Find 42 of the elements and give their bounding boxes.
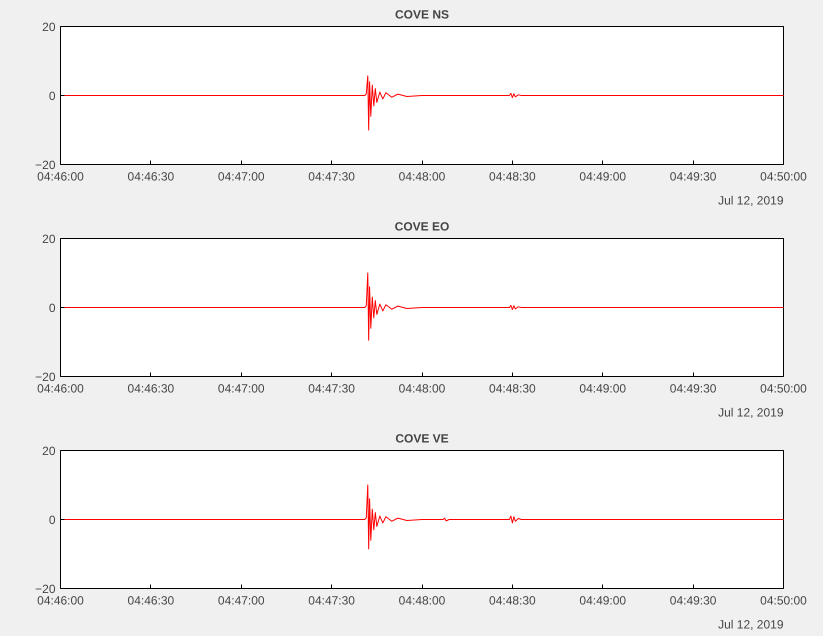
x-tick-label: 04:47:30 — [308, 170, 356, 184]
x-tick-label: 04:49:30 — [670, 170, 717, 184]
y-tick-label: 0 — [48, 301, 56, 315]
y-tick-label: 20 — [42, 444, 56, 458]
x-tick-label: 04:46:00 — [37, 594, 84, 608]
y-tick-label: 20 — [42, 20, 56, 34]
x-tick-label: 04:50:00 — [760, 382, 808, 396]
x-tick-label: 04:48:30 — [489, 594, 536, 608]
text: Jul 12, 2019 — [718, 194, 784, 208]
chart-title: COVE NS — [394, 8, 450, 22]
chart-title: COVE VE — [395, 432, 449, 446]
x-tick-label: 04:50:00 — [760, 594, 808, 608]
y-tick-label: −20 — [35, 370, 56, 384]
x-tick-label: 04:48:30 — [489, 170, 536, 184]
y-tick-label: 0 — [48, 513, 56, 527]
x-tick-label: 04:48:00 — [398, 594, 446, 608]
x-tick-label: 04:49:00 — [579, 382, 626, 396]
x-tick-label: 04:49:00 — [579, 594, 626, 608]
x-tick-label: 04:46:30 — [128, 382, 175, 396]
x-tick-label: 04:49:30 — [670, 382, 717, 396]
x-tick-label: 04:46:30 — [128, 170, 175, 184]
y-tick-label: −20 — [35, 158, 56, 172]
y-tick-label: −20 — [35, 582, 56, 596]
y-tick-label: 0 — [48, 89, 56, 103]
x-tick-label: 04:47:30 — [308, 594, 356, 608]
x-tick-label: 04:46:30 — [128, 594, 175, 608]
chart-title: COVE EO — [394, 220, 450, 234]
x-tick-label: 04:47:00 — [218, 382, 265, 396]
x-tick-label: 04:47:00 — [218, 594, 265, 608]
x-tick-label: 04:47:30 — [308, 382, 356, 396]
x-tick-label: 04:46:00 — [37, 382, 84, 396]
x-tick-label: 04:48:00 — [398, 170, 446, 184]
text: Jul 12, 2019 — [718, 618, 784, 632]
x-tick-label: 04:47:00 — [218, 170, 265, 184]
x-tick-label: 04:48:30 — [489, 382, 536, 396]
x-tick-label: 04:48:00 — [398, 382, 446, 396]
x-tick-label: 04:46:00 — [37, 170, 84, 184]
x-tick-label: 04:49:00 — [579, 170, 626, 184]
x-tick-label: 04:50:00 — [760, 170, 808, 184]
y-tick-label: 20 — [42, 232, 56, 246]
x-tick-label: 04:49:30 — [670, 594, 717, 608]
text: Jul 12, 2019 — [718, 406, 784, 420]
